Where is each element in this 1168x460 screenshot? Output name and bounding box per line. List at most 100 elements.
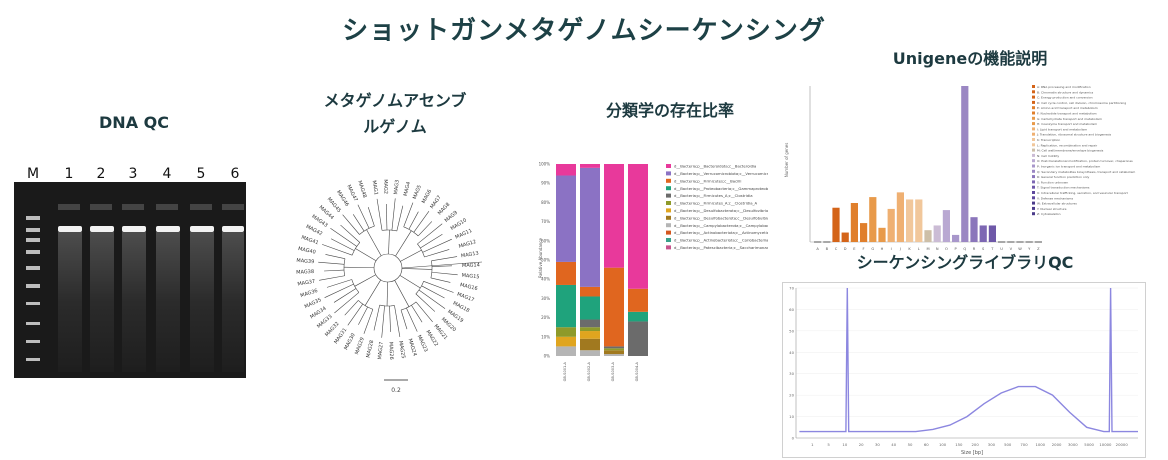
unigene-legend-swatch xyxy=(1032,206,1035,210)
sample-smears xyxy=(58,232,244,372)
library-qc-x-tick: 5000 xyxy=(1084,442,1094,447)
unigene-legend-swatch xyxy=(1032,85,1035,88)
unigene-legend-swatch xyxy=(1032,116,1035,120)
unigene-x-label: T xyxy=(990,247,994,251)
tree-leaf-label: MAG41 xyxy=(300,235,319,247)
unigene-legend-swatch xyxy=(1032,132,1035,136)
unigene-legend-swatch xyxy=(1032,159,1035,163)
tree-branch xyxy=(342,214,360,235)
unigene-legend-swatch xyxy=(1032,180,1035,184)
unigene-x-label: C xyxy=(835,247,838,251)
taxonomy-legend-swatch xyxy=(666,201,671,205)
unigene-x-label: A xyxy=(816,247,819,251)
unigene-x-label: R xyxy=(973,247,976,251)
unigene-legend-label: S: Function unknown xyxy=(1037,180,1068,184)
unigene-legend-swatch xyxy=(1032,164,1035,168)
tree-leaf-label: MAG42 xyxy=(305,224,324,238)
library-qc-x-tick: 40 xyxy=(891,442,896,447)
tree-branch xyxy=(421,285,445,299)
tree-branch xyxy=(325,254,346,259)
assembly-title-line2: ルゲノム xyxy=(363,117,427,136)
unigene-ylabel: Number of genes xyxy=(784,143,789,178)
tree-leaf-label: MAG14 xyxy=(462,262,480,269)
taxonomy-legend-label: d__Bacteria;p__Patescibacteria;c__Saccha… xyxy=(674,245,768,250)
taxonomy-legend-label: d__Bacteria;p__Actinobacteriota;c__Actin… xyxy=(674,230,768,235)
unigene-x-label: N xyxy=(936,247,939,251)
taxonomy-y-tick: 70% xyxy=(541,219,550,224)
tree-branch xyxy=(401,261,483,269)
unigene-x-label: L xyxy=(918,247,920,251)
tree-leaf-label: MAG40 xyxy=(297,246,316,256)
tree-leaf-label: MAG24 xyxy=(407,338,418,357)
unigene-title: Unigeneの機能説明 xyxy=(892,49,1048,68)
unigene-legend-swatch xyxy=(1032,201,1035,205)
unigene-legend-label: J: Translation, ribosomal structure and … xyxy=(1036,133,1111,137)
unigene-legend-swatch xyxy=(1032,143,1035,147)
unigene-x-label: F xyxy=(863,247,865,251)
gel-image xyxy=(14,182,246,378)
tree-leaf-label: MAG5 xyxy=(412,184,423,200)
unigene-bar xyxy=(878,227,886,242)
tree-leaf-label: MAG1 xyxy=(371,180,379,195)
library-qc-x-tick: 150 xyxy=(955,442,963,447)
unigene-legend-swatch xyxy=(1032,122,1035,126)
lane-label-5: 5 xyxy=(196,166,206,182)
tree-leaf-label: MAG37 xyxy=(297,279,316,288)
unigene-bar xyxy=(988,225,996,242)
taxonomy-y-tick: 90% xyxy=(541,181,550,186)
tree-branch xyxy=(355,248,377,262)
tree-branch xyxy=(431,265,452,267)
unigene-legend-label: O: Post-translational modification, prot… xyxy=(1037,159,1133,163)
taxonomy-bar-segment xyxy=(604,164,624,268)
taxonomy-bar-segment xyxy=(604,346,624,349)
unigene-x-label: Y xyxy=(1028,247,1031,251)
tree-branch xyxy=(422,238,452,253)
unigene-x-label: Z xyxy=(1037,247,1040,251)
phylo-tree: MAG1 MAG2 MAG3 MAG4 MAG5MAG6MAG7MAG8MAG9MAG1… xyxy=(296,179,483,394)
unigene-legend-label: Q: Secondary metabolites biosynthesis, t… xyxy=(1037,170,1135,174)
taxonomy-bar-segment xyxy=(580,167,600,287)
tree-leaf-label: MAG29 xyxy=(354,337,366,356)
unigene-legend-swatch xyxy=(1032,185,1035,189)
unigene-x-label: U xyxy=(1000,247,1003,251)
unigene-legend-swatch xyxy=(1032,138,1035,141)
tree-branch xyxy=(357,204,370,229)
taxonomy-legend-swatch xyxy=(666,186,671,191)
unigene-bar xyxy=(850,203,858,242)
tree-branch xyxy=(385,204,388,231)
library-qc-x-tick: 700 xyxy=(1020,442,1028,447)
tree-branch xyxy=(400,249,422,262)
library-qc-y-tick: 70 xyxy=(789,286,794,291)
tree-leaf-label: MAG2 xyxy=(382,179,388,194)
taxonomy-y-tick: 40% xyxy=(541,277,550,282)
unigene-x-label: D xyxy=(844,247,847,251)
unigene-x-label: Q xyxy=(963,247,966,251)
unigene-legend-swatch xyxy=(1032,169,1035,173)
taxonomy-bar-segment xyxy=(580,350,600,356)
unigene-bars xyxy=(814,86,1042,243)
tree-leaf-label: MAG4 xyxy=(403,181,412,197)
page-title: ショットガンメタゲノムシーケンシング xyxy=(342,16,826,46)
library-qc-y-tick: 0 xyxy=(792,436,795,441)
unigene-legend-swatch xyxy=(1032,95,1035,99)
library-qc-x-tick: 60 xyxy=(924,442,929,447)
tree-root-ring xyxy=(373,253,403,283)
unigene-bar xyxy=(952,234,960,242)
taxonomy-legend-swatch xyxy=(666,193,671,198)
unigene-legend-swatch xyxy=(1032,111,1035,115)
tree-branch xyxy=(395,230,412,257)
unigene-x-label: I xyxy=(891,247,892,251)
unigene-x-label: P xyxy=(955,247,958,251)
taxonomy-bars xyxy=(556,164,648,356)
tree-branches xyxy=(318,198,483,338)
taxonomy-y-tick: 50% xyxy=(541,258,550,263)
taxonomy-legend-label: d__Bacteria;p__Proteobacteria;c__Gammapr… xyxy=(674,186,768,191)
library-qc-x-tick: 30 xyxy=(875,442,880,447)
tree-branch xyxy=(415,301,433,323)
tree-leaf-label: MAG17 xyxy=(456,292,475,304)
tree-branch xyxy=(406,307,418,332)
library-qc-x-tick: 1 xyxy=(811,442,814,447)
taxonomy-bar-segment xyxy=(556,336,576,347)
tree-branch xyxy=(413,211,430,233)
